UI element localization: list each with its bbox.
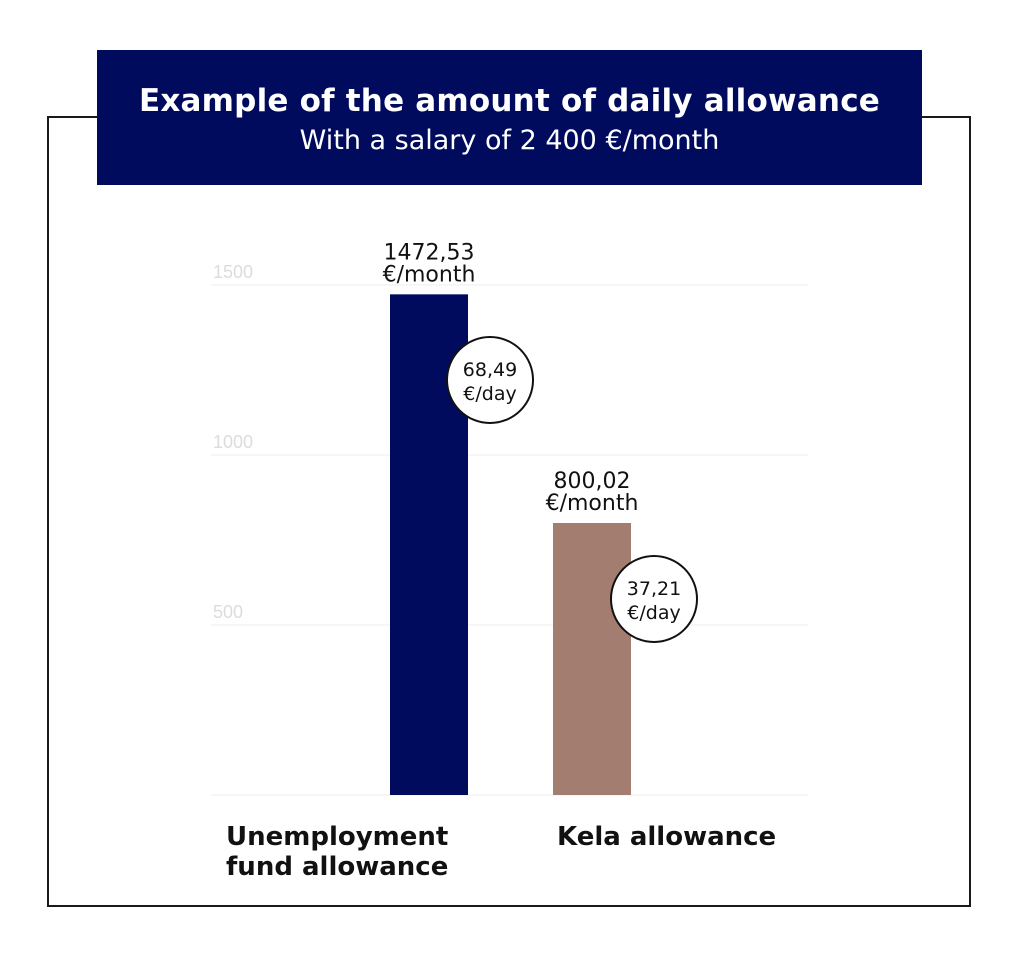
bar-1 xyxy=(553,522,631,795)
y-tick-label: 500 xyxy=(213,602,243,622)
y-tick-label: 1000 xyxy=(213,432,253,452)
value-label: 1472,53 xyxy=(384,240,475,265)
daily-unit-label: €/day xyxy=(463,383,516,405)
daily-value-label: 37,21 xyxy=(627,578,681,600)
title-banner: Example of the amount of daily allowance… xyxy=(97,50,922,185)
chart-subtitle: With a salary of 2 400 €/month xyxy=(299,125,720,156)
chart-title: Example of the amount of daily allowance xyxy=(138,83,880,119)
value-unit-label: €/month xyxy=(383,262,476,287)
daily-value-label: 68,49 xyxy=(463,359,517,381)
category-label: Kela allowance xyxy=(557,822,776,852)
y-tick-label: 1500 xyxy=(213,262,253,282)
category-label: fund allowance xyxy=(226,852,448,882)
category-label: Unemployment xyxy=(226,822,448,852)
daily-unit-label: €/day xyxy=(627,602,680,624)
daily-bubble xyxy=(446,336,534,424)
value-unit-label: €/month xyxy=(546,491,639,516)
daily-bubble xyxy=(610,555,698,643)
value-label: 800,02 xyxy=(554,469,631,494)
